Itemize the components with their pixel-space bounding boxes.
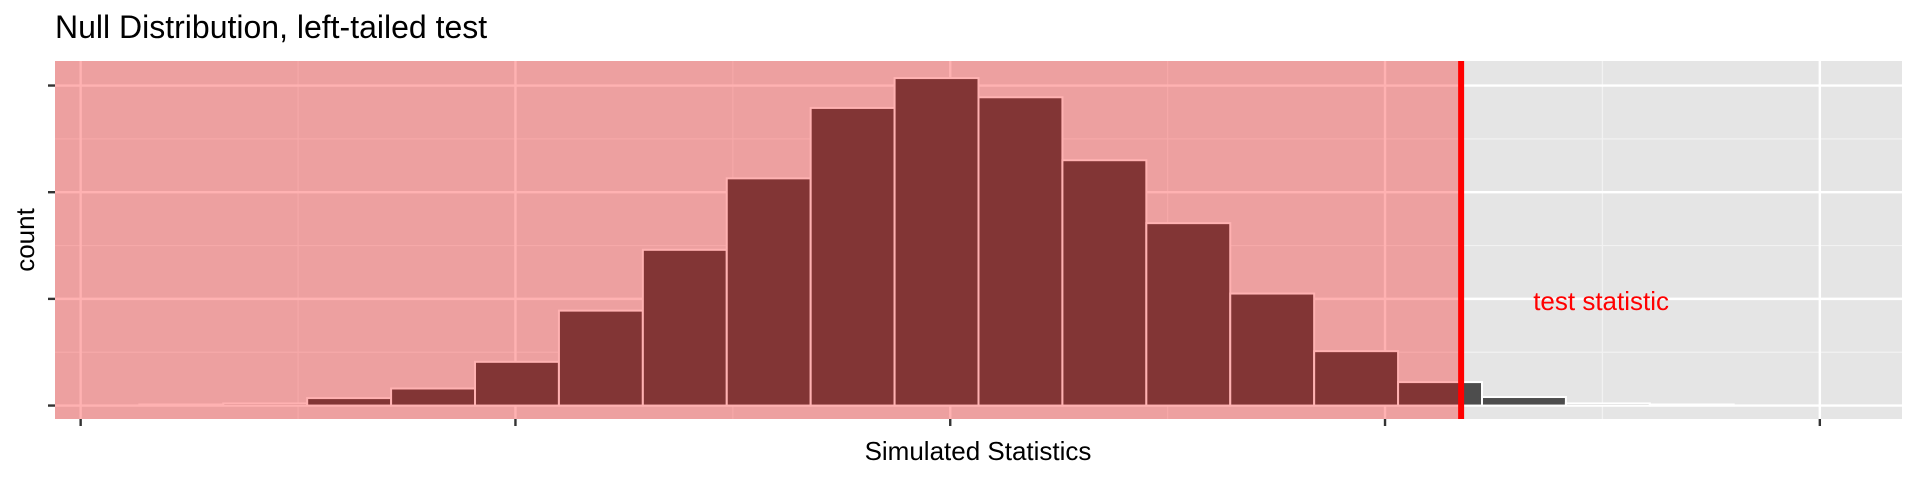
bar bbox=[725, 177, 812, 407]
annotation: test statistic bbox=[1533, 286, 1669, 316]
bar bbox=[893, 77, 980, 407]
bar bbox=[641, 248, 728, 407]
bar bbox=[809, 106, 896, 407]
bar bbox=[1229, 292, 1316, 407]
bar bbox=[557, 309, 644, 407]
bar bbox=[1313, 350, 1400, 407]
y-axis-label: count bbox=[10, 207, 40, 271]
bar bbox=[1145, 222, 1232, 407]
bar bbox=[474, 360, 560, 407]
bar bbox=[977, 96, 1064, 407]
x-axis-label: Simulated Statistics bbox=[865, 436, 1092, 466]
bar bbox=[1061, 159, 1148, 407]
shaded-region bbox=[55, 61, 1462, 419]
bar bbox=[1480, 396, 1567, 407]
bar bbox=[1564, 402, 1651, 407]
chart-title: Null Distribution, left-tailed test bbox=[55, 9, 487, 45]
bar bbox=[1648, 403, 1735, 407]
